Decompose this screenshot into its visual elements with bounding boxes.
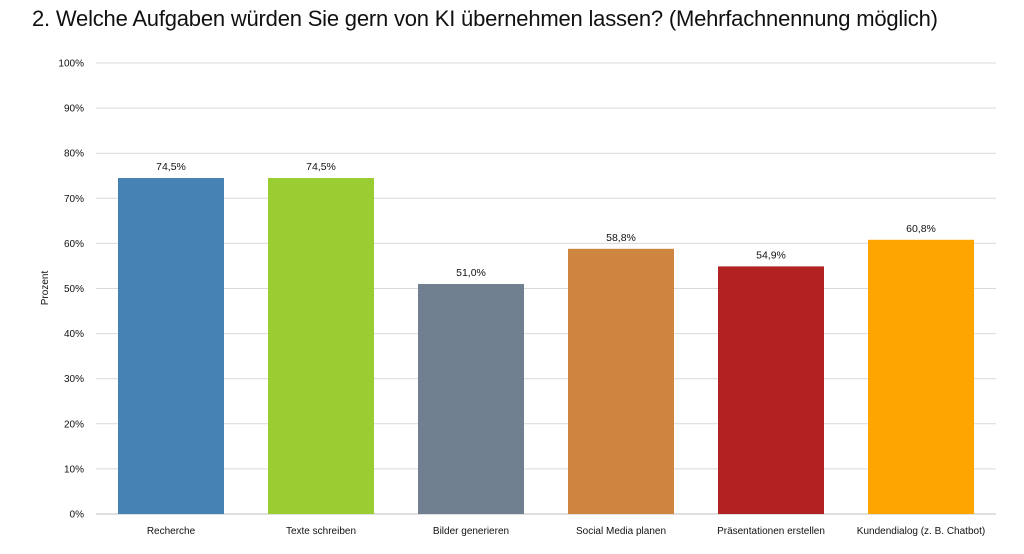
bar [268,178,374,514]
y-axis-label: Prozent [40,271,51,306]
y-tick-label: 20% [64,419,84,430]
data-label: 58,8% [606,232,636,244]
y-tick-label: 0% [70,510,85,521]
y-tick-label: 40% [64,329,84,340]
y-tick-label: 70% [64,194,84,205]
data-label: 60,8% [906,223,936,235]
chart-title: 2. Welche Aufgaben würden Sie gern von K… [32,6,938,31]
bar [418,283,524,514]
x-tick-label: Recherche [147,526,196,537]
bar [868,239,974,515]
bar [568,248,674,514]
x-tick-label: Social Media planen [576,526,666,537]
x-tick-label: Präsentationen erstellen [717,526,825,537]
data-label: 74,5% [156,161,186,173]
data-label: 54,9% [756,249,786,261]
y-tick-label: 10% [64,464,84,475]
data-label: 74,5% [306,161,336,173]
x-tick-label: Kundendialog (z. B. Chatbot) [857,526,985,537]
bar [718,266,824,514]
y-tick-label: 30% [64,374,84,385]
y-tick-label: 80% [64,149,84,160]
x-tick-label: Texte schreiben [286,526,356,537]
y-tick-label: 100% [58,59,84,70]
x-tick-label: Bilder generieren [433,526,509,537]
y-tick-label: 90% [64,104,84,115]
bar [118,178,224,514]
y-tick-label: 50% [64,284,84,295]
y-tick-label: 60% [64,239,84,250]
data-label: 51,0% [456,267,486,279]
